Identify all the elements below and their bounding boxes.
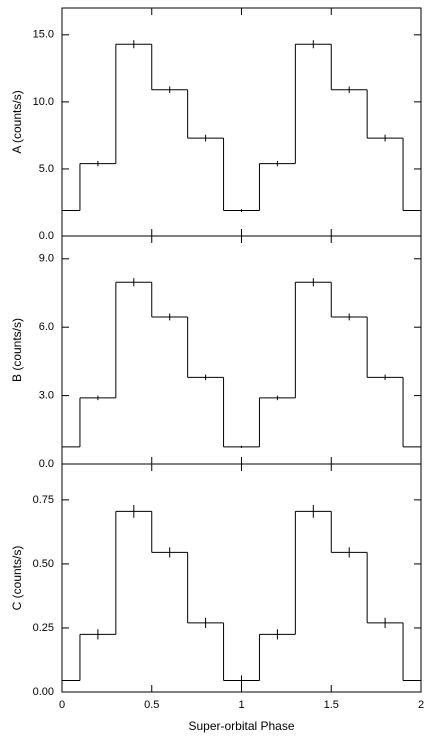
y-tick-label: 3.0 bbox=[39, 390, 54, 402]
y-axis-label: A (counts/s) bbox=[10, 90, 24, 153]
x-tick-label: 0.5 bbox=[144, 699, 159, 711]
y-tick-label: 0.00 bbox=[33, 686, 54, 698]
y-tick-label: 5.0 bbox=[39, 163, 54, 175]
x-tick-label: 1.5 bbox=[324, 699, 339, 711]
y-tick-label: 9.0 bbox=[39, 253, 54, 265]
x-tick-label: 0 bbox=[59, 699, 65, 711]
x-tick-label: 2 bbox=[418, 699, 424, 711]
y-tick-label: 6.0 bbox=[39, 321, 54, 333]
x-axis-label: Super-orbital Phase bbox=[188, 719, 294, 733]
y-tick-label: 0.0 bbox=[39, 230, 54, 242]
y-tick-label: 0.75 bbox=[33, 494, 54, 506]
y-tick-label: 0.50 bbox=[33, 558, 54, 570]
y-tick-label: 15.0 bbox=[33, 29, 54, 41]
y-tick-label: 0.0 bbox=[39, 458, 54, 470]
y-axis-label: B (counts/s) bbox=[10, 318, 24, 382]
x-tick-label: 1 bbox=[238, 699, 244, 711]
y-tick-label: 0.25 bbox=[33, 622, 54, 634]
y-tick-label: 10.0 bbox=[33, 96, 54, 108]
y-axis-label: C (counts/s) bbox=[10, 546, 24, 611]
